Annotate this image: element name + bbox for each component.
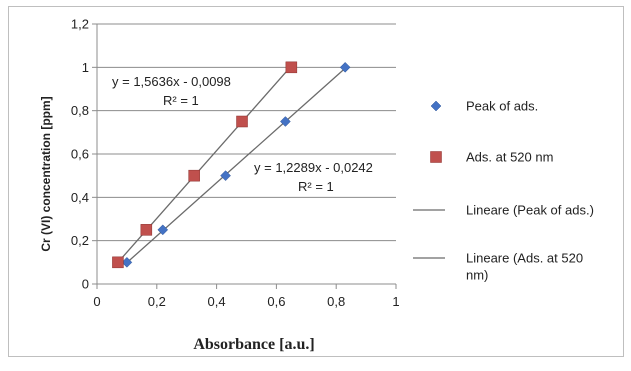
y-tick-label: 0,2 <box>71 233 89 248</box>
trendline-r-squared: R² = 1 <box>163 93 199 108</box>
legend: Peak of ads. Ads. at 520 nm Lineare (Peak … <box>413 99 594 283</box>
y-tick-label: 0,8 <box>71 103 89 118</box>
x-tick-label: 0,8 <box>327 294 345 309</box>
legend-marker-diamond <box>430 100 442 112</box>
x-tick-label: 0 <box>93 294 100 309</box>
x-tick-label: 0,4 <box>208 294 226 309</box>
y-tick-label: 0 <box>82 277 89 292</box>
y-axis-label: Cr (VI) concentration [ppm] <box>39 96 53 251</box>
axes: 0 0,2 0,4 0,6 0,8 1 1,2 0 0,2 0,4 0,6 0,8 1 <box>71 17 400 310</box>
chart-frame: 0 0,2 0,4 0,6 0,8 1 1,2 0 0,2 0,4 0,6 0,8 1 y = 1,22… <box>8 6 624 357</box>
trendline-r-squared: R² = 1 <box>298 179 334 194</box>
y-tick-label: 1,2 <box>71 17 89 32</box>
data-point-diamond <box>157 224 169 236</box>
x-axis-label: Absorbance [a.u.] <box>193 336 314 353</box>
data-point-square <box>112 256 124 269</box>
data-point-diamond <box>339 61 351 73</box>
legend-label: Lineare (Peak of ads.) <box>466 203 594 218</box>
x-tick-label: 0,2 <box>148 294 166 309</box>
data-point-diamond <box>220 170 231 182</box>
data-point-square <box>188 169 200 182</box>
data-point-square <box>236 115 248 128</box>
trendline-equation: y = 1,5636x - 0,0098 <box>112 74 231 89</box>
grid <box>97 23 396 242</box>
data-point-square <box>285 61 298 74</box>
x-tick-label: 0,6 <box>267 294 285 309</box>
chart-border <box>8 6 624 357</box>
legend-marker-square <box>430 151 442 163</box>
y-tick-label: 0,6 <box>71 147 89 162</box>
legend-label: Ads. at 520 nm <box>466 150 553 165</box>
legend-label: Peak of ads. <box>466 99 538 114</box>
scatter-chart: 0 0,2 0,4 0,6 0,8 1 1,2 0 0,2 0,4 0,6 0,8 1 y = 1,22… <box>8 6 624 357</box>
data-point-diamond <box>280 116 291 127</box>
data-point-square <box>140 224 153 236</box>
data-points <box>112 61 351 269</box>
trendline-equation: y = 1,2289x - 0,0242 <box>254 160 373 175</box>
x-tick-label: 1 <box>392 294 399 309</box>
y-tick-label: 1 <box>82 60 89 75</box>
legend-label: Lineare (Ads. at 520 nm) <box>466 251 583 283</box>
trendline-equations: y = 1,2289x - 0,0242 R² = 1 y = 1,5636x - … <box>112 74 373 194</box>
y-tick-label: 0,4 <box>71 190 89 205</box>
